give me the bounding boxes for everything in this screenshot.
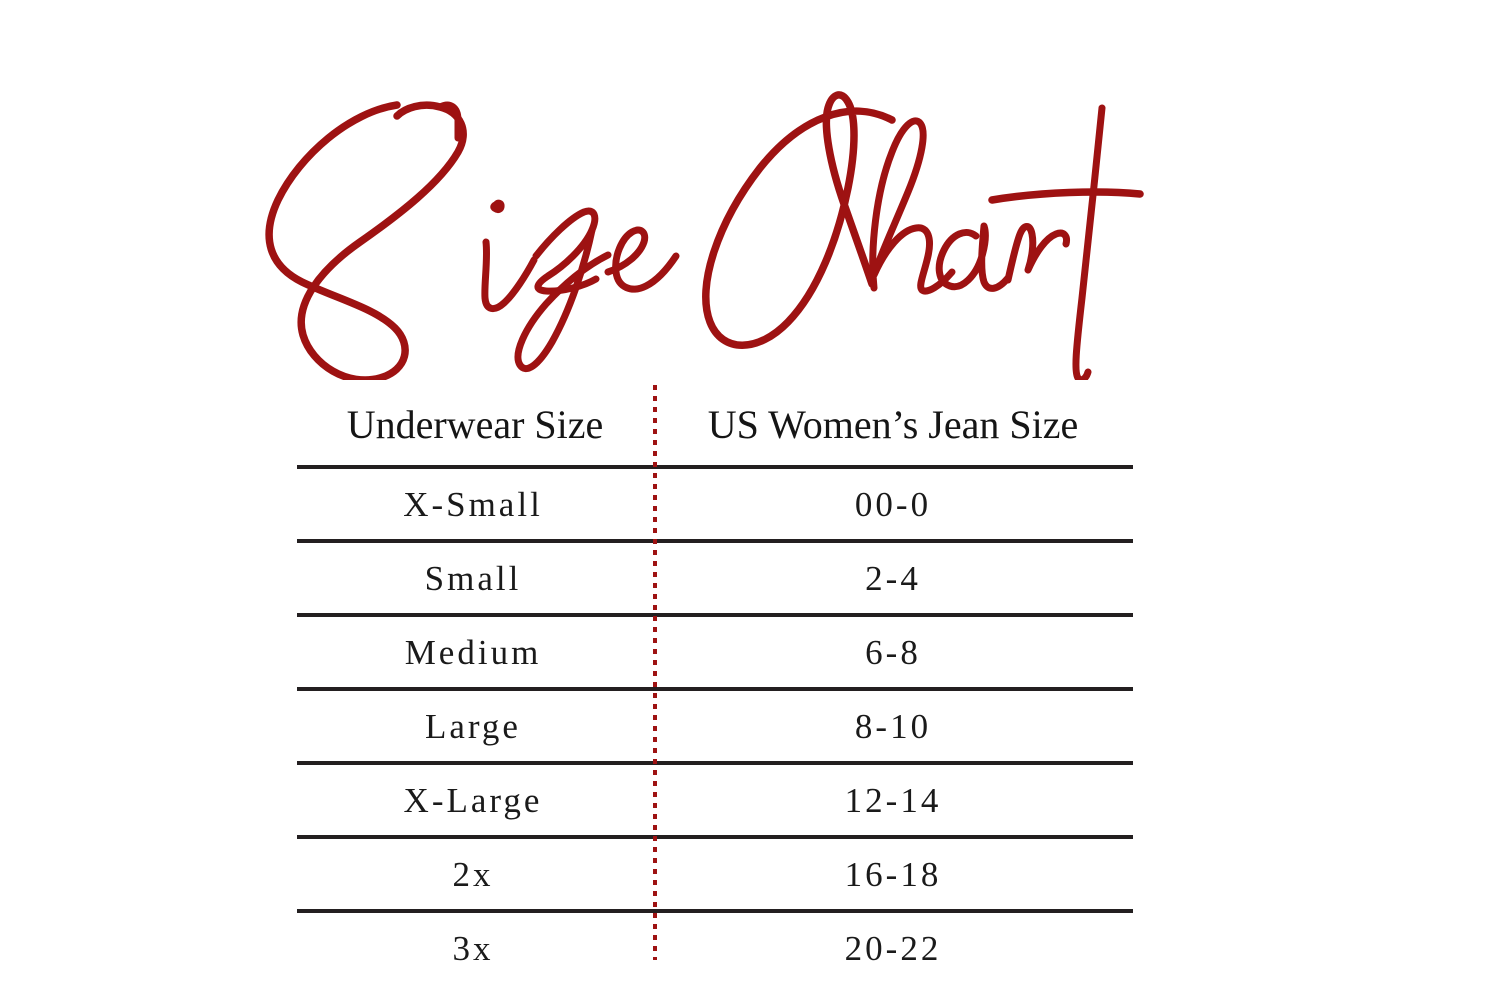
table-body: Underwear Size US Women’s Jean Size X-Sm… (297, 385, 1133, 983)
cell-underwear-size: 2x (452, 854, 494, 894)
cell-underwear-size: X-Small (403, 484, 543, 524)
cell-underwear-size: 3x (452, 928, 494, 968)
table-row: Medium 6-8 (297, 613, 1133, 687)
column-header-jean-size: US Women’s Jean Size (707, 402, 1079, 447)
cell-jean-size: 2-4 (865, 558, 921, 598)
table-header-row: Underwear Size US Women’s Jean Size (297, 385, 1133, 465)
size-chart-script-title (265, 91, 1144, 380)
column-header-underwear-size: Underwear Size (346, 402, 604, 447)
table-row: 3x 20-22 (297, 909, 1133, 983)
cell-jean-size: 20-22 (844, 928, 942, 968)
table-row: 2x 16-18 (297, 835, 1133, 909)
cell-underwear-size: Medium (404, 632, 542, 672)
cell-underwear-size: Large (425, 706, 521, 746)
table-row: X-Large 12-14 (297, 761, 1133, 835)
column-divider-dotted (653, 385, 657, 960)
cell-jean-size: 8-10 (854, 706, 932, 746)
cell-jean-size: 16-18 (844, 854, 942, 894)
page-title: Size Chart (240, 60, 1160, 380)
table-row: Small 2-4 (297, 539, 1133, 613)
size-chart-table: Underwear Size US Women’s Jean Size X-Sm… (297, 385, 1133, 966)
cell-underwear-size: Small (424, 558, 522, 598)
table-row: Large 8-10 (297, 687, 1133, 761)
cell-jean-size: 6-8 (865, 632, 921, 672)
cell-underwear-size: X-Large (403, 780, 543, 820)
cell-jean-size: 12-14 (844, 780, 942, 820)
cell-jean-size: 00-0 (854, 484, 932, 524)
table-row: X-Small 00-0 (297, 465, 1133, 539)
